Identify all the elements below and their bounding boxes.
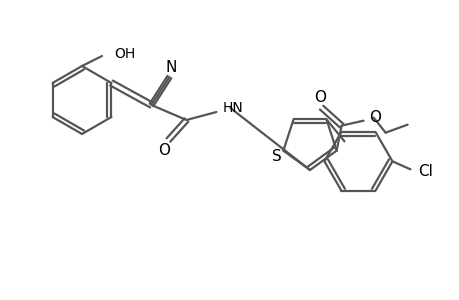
Text: OH: OH [114,47,135,61]
Text: O: O [158,142,170,158]
Text: N: N [165,59,177,74]
Text: Cl: Cl [418,164,432,179]
Text: O: O [368,110,380,125]
Text: O: O [313,90,325,105]
Text: HN: HN [222,101,243,115]
Text: S: S [272,149,282,164]
